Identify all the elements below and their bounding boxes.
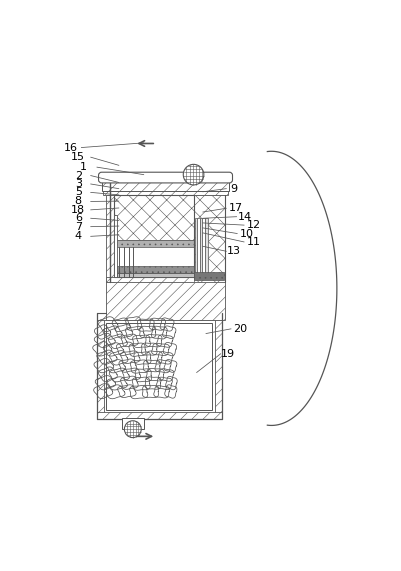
Text: 1: 1 (80, 162, 87, 172)
Text: 17: 17 (228, 203, 242, 214)
Bar (97, 412, 221, 419)
Bar (113, 195, 193, 240)
Bar (97, 313, 103, 419)
Bar (117, 266, 193, 273)
Bar (113, 240, 193, 247)
Text: 19: 19 (220, 349, 234, 359)
Bar (101, 182, 229, 191)
Text: 20: 20 (233, 324, 247, 334)
Text: 15: 15 (71, 152, 85, 162)
Bar (193, 195, 224, 282)
Bar (113, 195, 193, 276)
Text: 3: 3 (75, 179, 81, 189)
Bar (106, 195, 113, 282)
Bar (202, 218, 204, 276)
Text: 16: 16 (63, 143, 77, 152)
Text: 14: 14 (237, 212, 251, 222)
Circle shape (124, 421, 141, 437)
FancyBboxPatch shape (98, 172, 232, 183)
Bar (194, 218, 197, 276)
Text: 4: 4 (75, 231, 82, 242)
Text: 18: 18 (71, 205, 85, 215)
Bar (193, 195, 224, 282)
Text: 13: 13 (227, 246, 241, 256)
Text: 2: 2 (75, 171, 82, 180)
Bar (204, 218, 207, 276)
Text: 7: 7 (75, 222, 82, 232)
Bar (113, 215, 117, 276)
Text: 10: 10 (239, 228, 253, 239)
Bar (97, 313, 221, 320)
Bar (122, 417, 144, 429)
Bar (106, 279, 224, 320)
Text: 9: 9 (230, 184, 237, 194)
Text: 5: 5 (75, 187, 81, 198)
Bar (106, 276, 224, 282)
Bar (194, 272, 223, 280)
Bar (106, 323, 212, 410)
Text: 11: 11 (247, 237, 261, 247)
Bar (197, 218, 199, 276)
Text: 12: 12 (247, 220, 261, 230)
Circle shape (183, 164, 203, 185)
Bar (117, 273, 193, 276)
Bar (199, 218, 202, 276)
Bar (214, 313, 221, 419)
Bar (102, 176, 228, 182)
Bar (103, 191, 227, 195)
Text: 8: 8 (75, 196, 82, 207)
Text: 6: 6 (75, 213, 81, 223)
